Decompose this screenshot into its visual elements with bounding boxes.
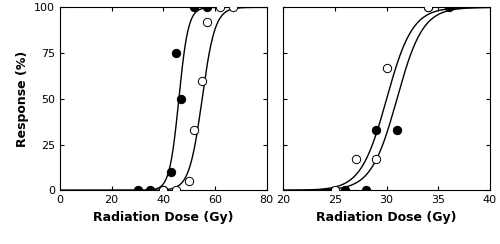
Y-axis label: Response (%): Response (%) [16,51,28,147]
X-axis label: Radiation Dose (Gy): Radiation Dose (Gy) [93,211,234,224]
X-axis label: Radiation Dose (Gy): Radiation Dose (Gy) [316,211,457,224]
